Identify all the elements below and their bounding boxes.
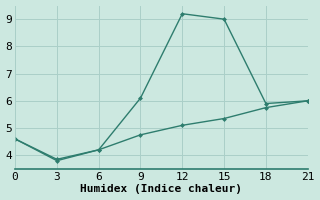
X-axis label: Humidex (Indice chaleur): Humidex (Indice chaleur): [80, 184, 242, 194]
